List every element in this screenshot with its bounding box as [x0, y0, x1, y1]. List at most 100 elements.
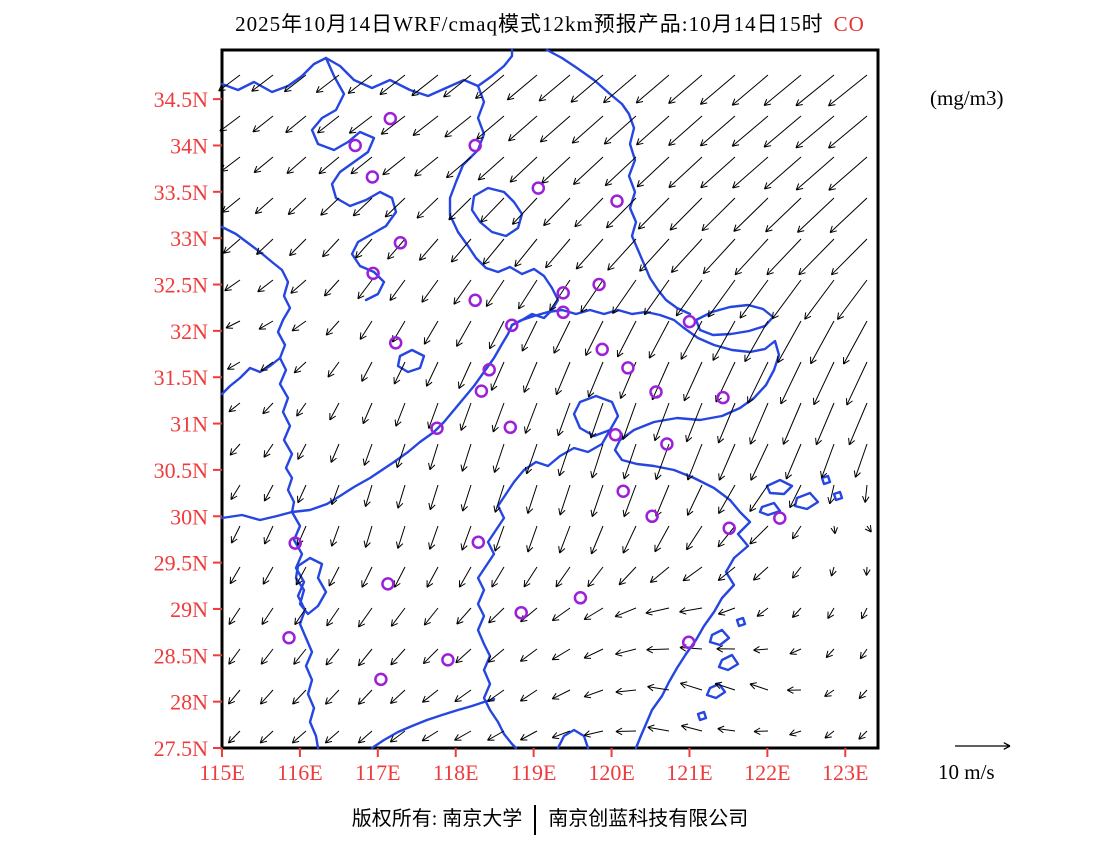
wind-arrow	[287, 197, 307, 216]
wind-arrow	[422, 648, 439, 665]
lat-tick-label: 29N	[170, 597, 208, 622]
wind-arrow	[648, 320, 670, 359]
wind-arrow	[425, 361, 439, 387]
lat-tick-label: 32N	[170, 319, 208, 344]
wind-arrow	[426, 566, 439, 588]
wind-arrow	[771, 279, 802, 320]
wind-arrow	[293, 361, 307, 374]
lat-tick-label: 34.5N	[154, 87, 209, 112]
wind-arrow	[520, 607, 538, 623]
wind-arrow	[795, 74, 835, 107]
wind-arrow	[286, 156, 307, 174]
station-marker	[556, 305, 570, 320]
wind-arrow	[394, 402, 406, 427]
wind-arrow	[518, 279, 538, 310]
wind-arrow	[357, 648, 373, 667]
station-marker	[381, 577, 395, 591]
wind-arrow	[227, 689, 241, 705]
zhoushan-island-3	[758, 501, 782, 517]
forecast-title-text: 2025年10月14日WRF/cmaq模式12km预报产品:10月14日15时	[235, 12, 824, 36]
station-marker	[366, 266, 380, 281]
wind-arrow	[491, 402, 505, 433]
station-marker	[374, 672, 388, 687]
wind-arrow	[260, 648, 274, 665]
wind-arrow	[256, 238, 274, 255]
wind-arrow	[616, 320, 637, 358]
station-marker	[474, 384, 489, 398]
zhoushan-island-2	[793, 491, 820, 511]
wind-arrow	[444, 115, 472, 138]
wind-arrow	[756, 607, 769, 617]
wind-arrow	[827, 607, 835, 620]
wind-arrow	[543, 197, 571, 227]
wind-arrow	[476, 115, 505, 140]
wind-arrow	[549, 279, 571, 312]
wind-arrow	[380, 115, 406, 135]
wind-arrow	[717, 525, 736, 548]
wind-arrow	[824, 730, 835, 739]
wind-arrow	[228, 607, 241, 625]
wind-arrow	[357, 730, 373, 744]
wind-arrow	[785, 443, 802, 480]
wind-arrow	[482, 238, 505, 265]
wind-arrow	[260, 361, 274, 372]
wind-arrow	[428, 443, 439, 471]
wind-arrow	[846, 361, 868, 406]
wind-arrow	[645, 607, 670, 616]
map-boundaries	[220, 48, 844, 750]
wind-arrow	[297, 484, 307, 504]
wind-arrow	[263, 484, 274, 502]
wind-arrow	[763, 156, 802, 190]
wind-arrow	[291, 320, 307, 332]
wind-arrow	[830, 238, 868, 276]
wind-arrow	[654, 484, 670, 517]
wind-arrow	[387, 238, 406, 260]
wind-arrow	[414, 156, 439, 177]
wind-arrow	[570, 74, 604, 103]
wind-arrow	[259, 689, 274, 705]
wind-arrow	[789, 729, 802, 737]
station-marker	[681, 635, 696, 650]
lat-tick-label: 28.5N	[154, 643, 209, 668]
wind-arrow	[477, 156, 505, 181]
station-marker	[531, 181, 546, 195]
wind-arrow	[828, 156, 868, 191]
lon-tick-label: 117E	[355, 760, 401, 785]
wind-arrow	[519, 648, 538, 662]
wind-arrow	[514, 238, 538, 268]
lon-tick-label: 120E	[588, 760, 634, 785]
wind-arrow	[717, 607, 736, 616]
wind-arrow	[523, 361, 538, 393]
wind-arrow	[493, 525, 505, 552]
wind-arrow	[555, 566, 571, 588]
wind-arrow	[524, 402, 538, 434]
station-marker	[649, 385, 663, 399]
wind-arrow	[490, 361, 505, 391]
wind-arrow	[296, 402, 307, 417]
station-marker	[682, 314, 697, 329]
wind-arrow	[326, 607, 340, 627]
station-marker	[383, 111, 398, 126]
wind-legend-arrow	[955, 742, 1011, 750]
wind-arrow	[830, 525, 838, 535]
wind-arrow	[327, 361, 340, 378]
map-frame	[220, 48, 880, 750]
jiangxi-border	[370, 697, 496, 750]
wind-arrow	[229, 566, 241, 585]
wind-arrow	[744, 320, 769, 363]
wind-arrow	[325, 648, 340, 666]
wind-arrow	[607, 238, 637, 271]
wind-arrow	[262, 402, 274, 415]
wind-arrow	[450, 238, 472, 263]
wind-arrow	[363, 484, 373, 508]
wind-arrow	[786, 686, 802, 694]
wind-arrow	[456, 607, 472, 625]
wind-arrow	[357, 689, 373, 705]
wind-arrow	[804, 279, 835, 320]
lat-tick-label: 32.5N	[154, 273, 209, 298]
wind-arrow	[555, 361, 571, 396]
wind-arrow	[421, 689, 439, 703]
wind-arrow	[488, 320, 505, 350]
wind-arrow	[511, 197, 538, 225]
wind-arrow	[614, 607, 637, 618]
